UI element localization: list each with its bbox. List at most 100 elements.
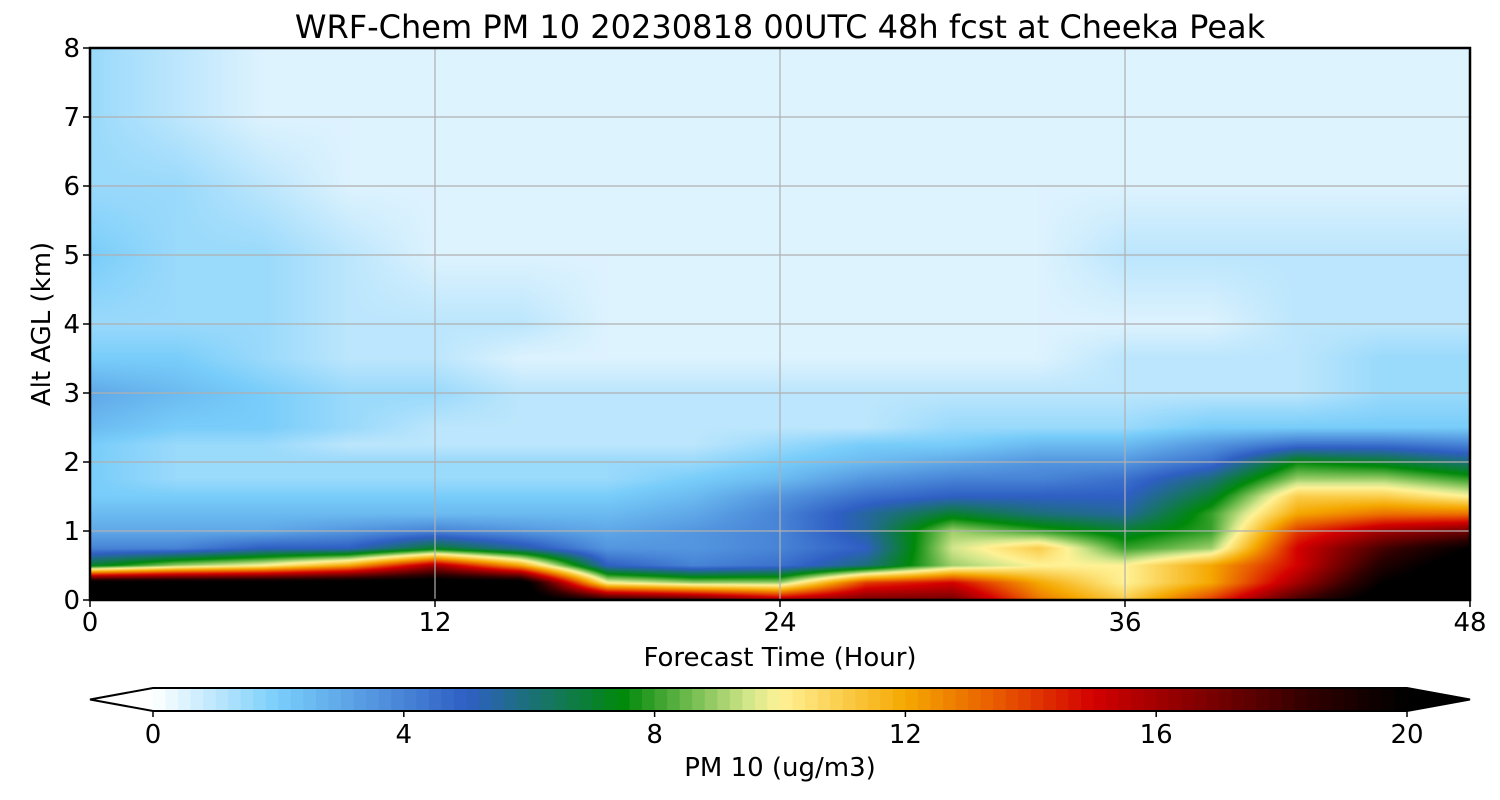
- colorbar-swatch: [1231, 688, 1245, 711]
- colorbar-swatch: [554, 688, 568, 711]
- colorbar-swatch: [290, 688, 305, 711]
- colorbar-swatch: [993, 688, 1007, 711]
- colorbar-swatch: [980, 688, 994, 711]
- colorbar-swatch: [1106, 688, 1120, 711]
- colorbar-swatch: [1005, 688, 1019, 711]
- colorbar-swatch: [943, 688, 957, 711]
- colorbar-swatch: [1118, 688, 1132, 711]
- colorbar-swatch: [278, 688, 292, 711]
- colorbar-swatch: [667, 688, 681, 711]
- x-tick-label: 24: [763, 608, 796, 638]
- colorbar-swatch: [1369, 688, 1383, 711]
- colorbar-swatch: [930, 688, 944, 711]
- colorbar-swatch: [654, 688, 668, 711]
- colorbar-swatch: [353, 688, 367, 711]
- colorbar-swatch: [1269, 688, 1283, 711]
- y-axis-label: Alt AGL (km): [27, 242, 57, 406]
- colorbar-swatch: [1281, 688, 1295, 711]
- colorbar-swatch: [428, 688, 443, 711]
- colorbar-swatch: [1206, 688, 1220, 711]
- colorbar-swatch: [917, 688, 932, 711]
- colorbar-swatch: [754, 688, 769, 711]
- colorbar-extend-min: [90, 688, 153, 711]
- x-tick-label: 36: [1108, 608, 1141, 638]
- y-tick-label: 3: [63, 379, 80, 409]
- colorbar-swatch: [316, 688, 330, 711]
- colorbar-swatch: [968, 688, 982, 711]
- colorbar-swatch: [867, 688, 881, 711]
- colorbar-swatch: [341, 688, 355, 711]
- y-tick-label: 0: [63, 586, 80, 616]
- grid-lines: [90, 48, 1470, 600]
- colorbar-swatch: [830, 688, 844, 711]
- colorbar-swatch: [441, 688, 455, 711]
- colorbar-swatch: [190, 688, 204, 711]
- y-tick-label: 7: [63, 103, 80, 133]
- colorbar-swatch: [165, 688, 179, 711]
- colorbar-swatch: [1093, 688, 1107, 711]
- colorbar: 0 4 8 12 16 20: [89, 687, 1471, 750]
- colorbar-swatch: [742, 688, 756, 711]
- colorbar-swatch: [203, 688, 217, 711]
- colorbar-swatch: [1256, 688, 1270, 711]
- colorbar-swatch: [880, 688, 894, 711]
- colorbar-swatch: [692, 688, 706, 711]
- colorbar-swatch: [792, 688, 806, 711]
- colorbar-swatch: [1193, 688, 1207, 711]
- colorbar-swatch: [1394, 688, 1408, 711]
- colorbar-swatch: [328, 688, 342, 711]
- x-axis-label: Forecast Time (Hour): [643, 643, 916, 673]
- colorbar-swatch: [516, 688, 530, 711]
- colorbar-swatch: [1030, 688, 1044, 711]
- colorbar-swatch: [704, 688, 718, 711]
- colorbar-swatch: [1181, 688, 1195, 711]
- colorbar-swatch: [1131, 688, 1145, 711]
- colorbar-swatch: [679, 688, 693, 711]
- colorbar-swatch: [1294, 688, 1308, 711]
- colorbar-swatch: [1243, 688, 1258, 711]
- colorbar-swatch: [955, 688, 969, 711]
- colorbar-swatch: [905, 688, 919, 711]
- colorbar-label: PM 10 (ug/m3): [684, 753, 876, 783]
- colorbar-swatch: [403, 688, 417, 711]
- y-tick-label: 8: [63, 34, 80, 64]
- colorbar-swatch: [579, 688, 593, 711]
- colorbar-tick-label: 20: [1390, 720, 1423, 750]
- colorbar-swatch: [479, 688, 493, 711]
- colorbar-swatch: [491, 688, 505, 711]
- colorbar-swatch: [1218, 688, 1233, 711]
- colorbar-swatch: [366, 688, 380, 711]
- colorbar-swatch: [416, 688, 430, 711]
- colorbar-swatch: [1156, 688, 1170, 711]
- colorbar-swatch: [1306, 688, 1320, 711]
- y-tick-label: 6: [63, 172, 80, 202]
- y-tick-label: 5: [63, 241, 80, 271]
- colorbar-swatch: [717, 688, 731, 711]
- colorbar-swatch: [780, 688, 794, 711]
- colorbar-swatch: [1319, 688, 1333, 711]
- colorbar-swatch: [566, 688, 580, 711]
- x-axis: 0 12 24 36 48: [82, 600, 1487, 638]
- y-axis: 0 1 2 3 4 5 6 7 8: [63, 34, 90, 616]
- colorbar-swatch: [153, 688, 167, 711]
- colorbar-swatch: [1080, 688, 1095, 711]
- x-tick-label: 12: [418, 608, 451, 638]
- colorbar-swatch: [604, 688, 618, 711]
- colorbar-extend-max: [1407, 688, 1470, 711]
- colorbar-swatch: [466, 688, 480, 711]
- x-tick-label: 0: [82, 608, 99, 638]
- colorbar-swatch: [892, 688, 906, 711]
- colorbar-tick-label: 4: [396, 720, 413, 750]
- colorbar-swatch: [642, 688, 656, 711]
- colorbar-swatch: [629, 688, 643, 711]
- colorbar-swatch: [842, 688, 856, 711]
- colorbar-swatch: [529, 688, 543, 711]
- colorbar-swatch: [855, 688, 869, 711]
- colorbar-swatch: [215, 688, 229, 711]
- y-tick-label: 4: [63, 310, 80, 340]
- colorbar-swatch: [453, 688, 468, 711]
- chart-title: WRF-Chem PM 10 20230818 00UTC 48h fcst a…: [295, 8, 1266, 46]
- colorbar-swatch: [541, 688, 555, 711]
- colorbar-swatch: [504, 688, 518, 711]
